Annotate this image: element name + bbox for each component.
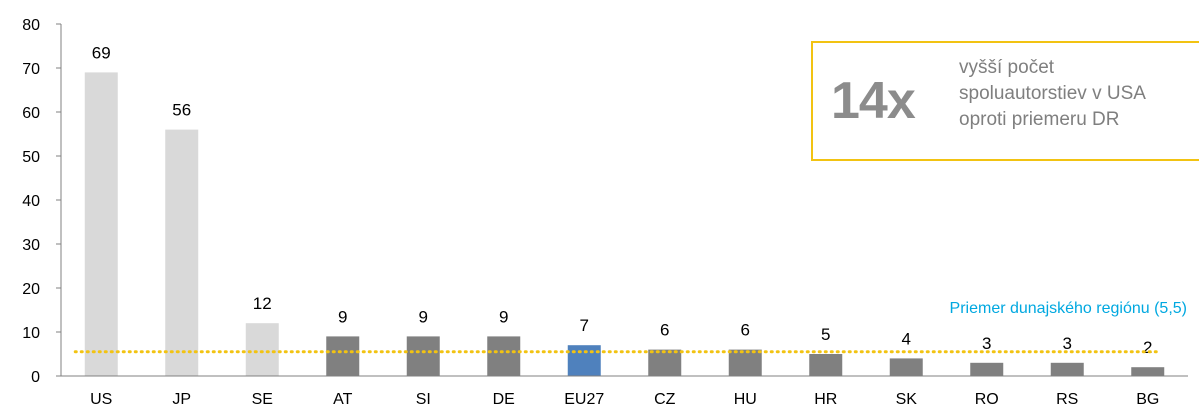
y-tick-label: 50 xyxy=(22,149,40,166)
x-tick-label: DE xyxy=(493,391,515,408)
x-tick-label: EU27 xyxy=(564,391,604,408)
callout-line: oproti priemeru DR xyxy=(959,109,1120,130)
callout-line: vyšší počet xyxy=(959,57,1055,78)
y-axis: 0 10 20 30 40 50 60 70 80 xyxy=(22,17,62,386)
y-tick-label: 30 xyxy=(22,237,40,254)
x-tick-label: JP xyxy=(172,391,191,408)
callout-line: spoluautorstiev v USA xyxy=(959,83,1146,104)
bar xyxy=(1131,367,1165,376)
y-tick-label: 70 xyxy=(22,61,40,78)
y-tick-label: 60 xyxy=(22,105,40,122)
data-label: 5 xyxy=(821,325,830,344)
bar xyxy=(809,354,843,376)
bar xyxy=(406,336,440,376)
bar xyxy=(889,358,923,376)
data-label: 9 xyxy=(499,307,508,326)
bar xyxy=(245,323,279,376)
x-tick-label: CZ xyxy=(654,391,676,408)
bar xyxy=(648,349,682,376)
average-line-label: Priemer dunajského regiónu (5,5) xyxy=(950,300,1187,317)
callout-description: vyšší počet spoluautorstiev v USA oproti… xyxy=(959,55,1199,133)
data-label: 69 xyxy=(92,43,111,62)
data-label: 9 xyxy=(338,307,347,326)
bar xyxy=(567,345,601,376)
y-tick-label: 20 xyxy=(22,281,40,298)
x-tick-label: SI xyxy=(416,391,431,408)
y-tick-label: 0 xyxy=(31,369,40,386)
x-tick-label: BG xyxy=(1136,391,1159,408)
bar xyxy=(970,362,1004,376)
x-tick-label: US xyxy=(90,391,112,408)
data-label: 4 xyxy=(902,329,911,348)
x-tick-label: SK xyxy=(896,391,918,408)
data-label: 6 xyxy=(660,321,669,340)
bar xyxy=(1050,362,1084,376)
data-label: 3 xyxy=(1063,334,1072,353)
x-tick-label: HR xyxy=(814,391,837,408)
bar xyxy=(326,336,360,376)
x-tick-label: HU xyxy=(734,391,757,408)
data-label: 6 xyxy=(741,321,750,340)
x-tick-label: RO xyxy=(975,391,999,408)
data-label: 56 xyxy=(172,101,191,120)
y-tick-label: 10 xyxy=(22,325,40,342)
bar xyxy=(728,349,762,376)
x-tick-label: AT xyxy=(333,391,352,408)
data-label: 2 xyxy=(1143,338,1152,357)
y-tick-label: 80 xyxy=(22,17,40,34)
x-axis: US JP SE AT SI DE EU27 CZ HU HR SK RO RS BG xyxy=(61,375,1188,408)
data-labels: 69 56 12 9 9 9 7 6 6 5 4 3 3 2 xyxy=(92,43,1153,357)
data-label: 7 xyxy=(580,316,589,335)
bar xyxy=(84,72,118,377)
reference-line-group: Priemer dunajského regiónu (5,5) xyxy=(73,300,1187,354)
x-tick-label: SE xyxy=(252,391,273,408)
callout-multiplier: 14x xyxy=(831,72,916,130)
bars xyxy=(84,72,1165,377)
bar xyxy=(165,129,199,376)
data-label: 12 xyxy=(253,294,272,313)
highlight-callout-box: 14x vyšší počet spoluautorstiev v USA op… xyxy=(811,41,1199,161)
y-tick-label: 40 xyxy=(22,193,40,210)
bar xyxy=(487,336,521,376)
data-label: 3 xyxy=(982,334,991,353)
data-label: 9 xyxy=(419,307,428,326)
x-tick-label: RS xyxy=(1056,391,1078,408)
